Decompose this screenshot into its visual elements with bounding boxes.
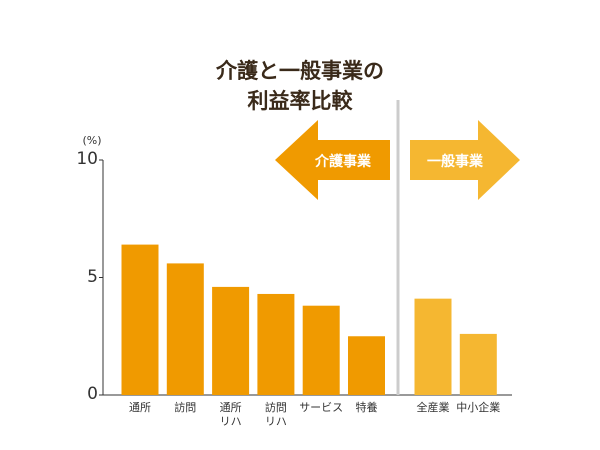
bar <box>302 305 340 395</box>
bar <box>166 263 204 395</box>
bar <box>348 336 385 395</box>
y-tick-label: 0 <box>87 384 98 404</box>
x-tick-label: 通所 <box>129 401 151 414</box>
bar <box>257 293 295 395</box>
group-label: 一般事業 <box>427 154 483 170</box>
y-tick-label: 5 <box>87 266 98 287</box>
chart-title: 介護と一般事業の 利益率比較 <box>216 59 384 113</box>
x-tick-label: 全産業 <box>416 401 450 414</box>
x-tick-label: 特養 <box>355 401 378 414</box>
arrow-left <box>275 120 390 200</box>
x-tick-label: 中小企業 <box>456 401 501 414</box>
bar <box>459 333 497 395</box>
bar <box>414 298 452 395</box>
x-tick-label: 訪問 <box>174 401 197 414</box>
group-label: 介護事業 <box>315 154 371 170</box>
x-tick-label: 通所 リハ <box>219 401 242 428</box>
y-tick-label: 10 <box>76 149 98 169</box>
y-unit: (%) <box>82 134 102 147</box>
x-tick-label: サービス <box>299 401 344 414</box>
x-tick-label: 訪問 リハ <box>264 401 287 428</box>
bar <box>212 286 250 395</box>
bar <box>121 244 159 395</box>
arrow-right <box>410 120 520 200</box>
